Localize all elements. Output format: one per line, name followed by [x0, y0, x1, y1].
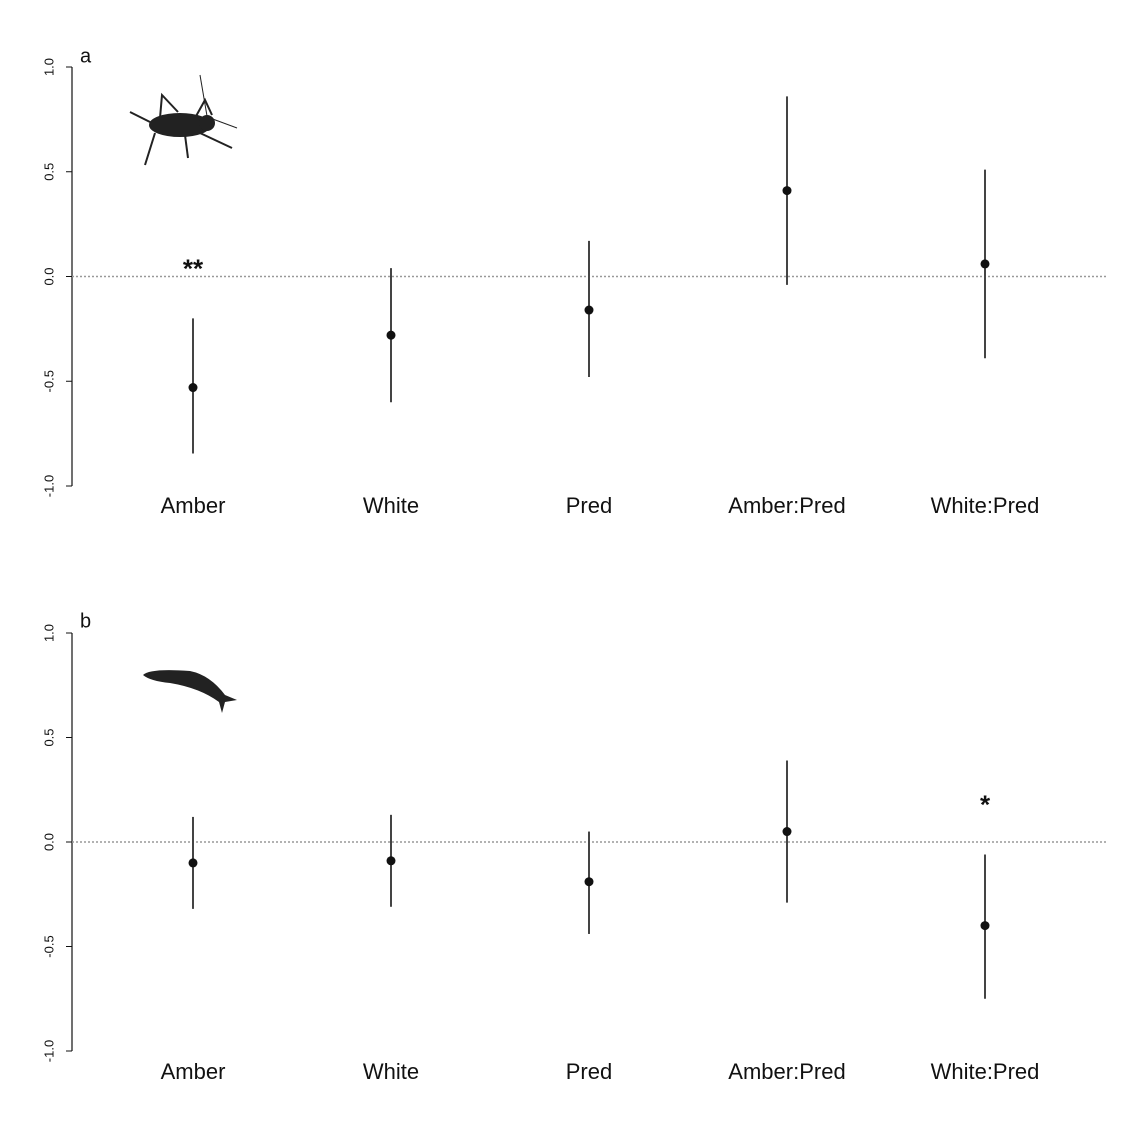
point: [782, 827, 792, 837]
point: [980, 921, 990, 931]
y-tick-label: -0.5: [41, 935, 56, 957]
x-tick-label: Pred: [566, 1059, 612, 1084]
y-tick-label: -1.0: [41, 1040, 56, 1062]
point: [782, 186, 792, 196]
annotation: **: [183, 253, 204, 283]
aphid-icon: [129, 74, 238, 166]
x-tick-label: White: [363, 1059, 419, 1084]
x-tick-label: White: [363, 493, 419, 518]
point: [584, 305, 594, 315]
y-tick-label: 0.0: [41, 833, 56, 851]
panel-label: b: [80, 610, 91, 632]
x-tick-label: Amber: [161, 493, 226, 518]
slug-icon: [143, 670, 237, 713]
point: [386, 330, 396, 340]
x-tick-label: Pred: [566, 493, 612, 518]
y-tick-label: -1.0: [41, 475, 56, 497]
panel-label: a: [80, 45, 92, 67]
annotation: *: [980, 789, 991, 819]
point: [584, 877, 594, 887]
x-tick-label: Amber:Pred: [728, 1059, 845, 1084]
x-tick-label: White:Pred: [931, 1059, 1040, 1084]
y-tick-label: -0.5: [41, 370, 56, 392]
x-tick-label: Amber: [161, 1059, 226, 1084]
point: [980, 259, 990, 269]
x-tick-label: Amber:Pred: [728, 493, 845, 518]
y-tick-label: 0.5: [41, 728, 56, 746]
y-tick-label: 0.5: [41, 163, 56, 181]
point: [386, 856, 396, 866]
point: [188, 383, 198, 393]
point: [188, 858, 198, 868]
y-tick-label: 1.0: [41, 624, 56, 642]
y-tick-label: 0.0: [41, 267, 56, 285]
x-tick-label: White:Pred: [931, 493, 1040, 518]
y-tick-label: 1.0: [41, 58, 56, 76]
